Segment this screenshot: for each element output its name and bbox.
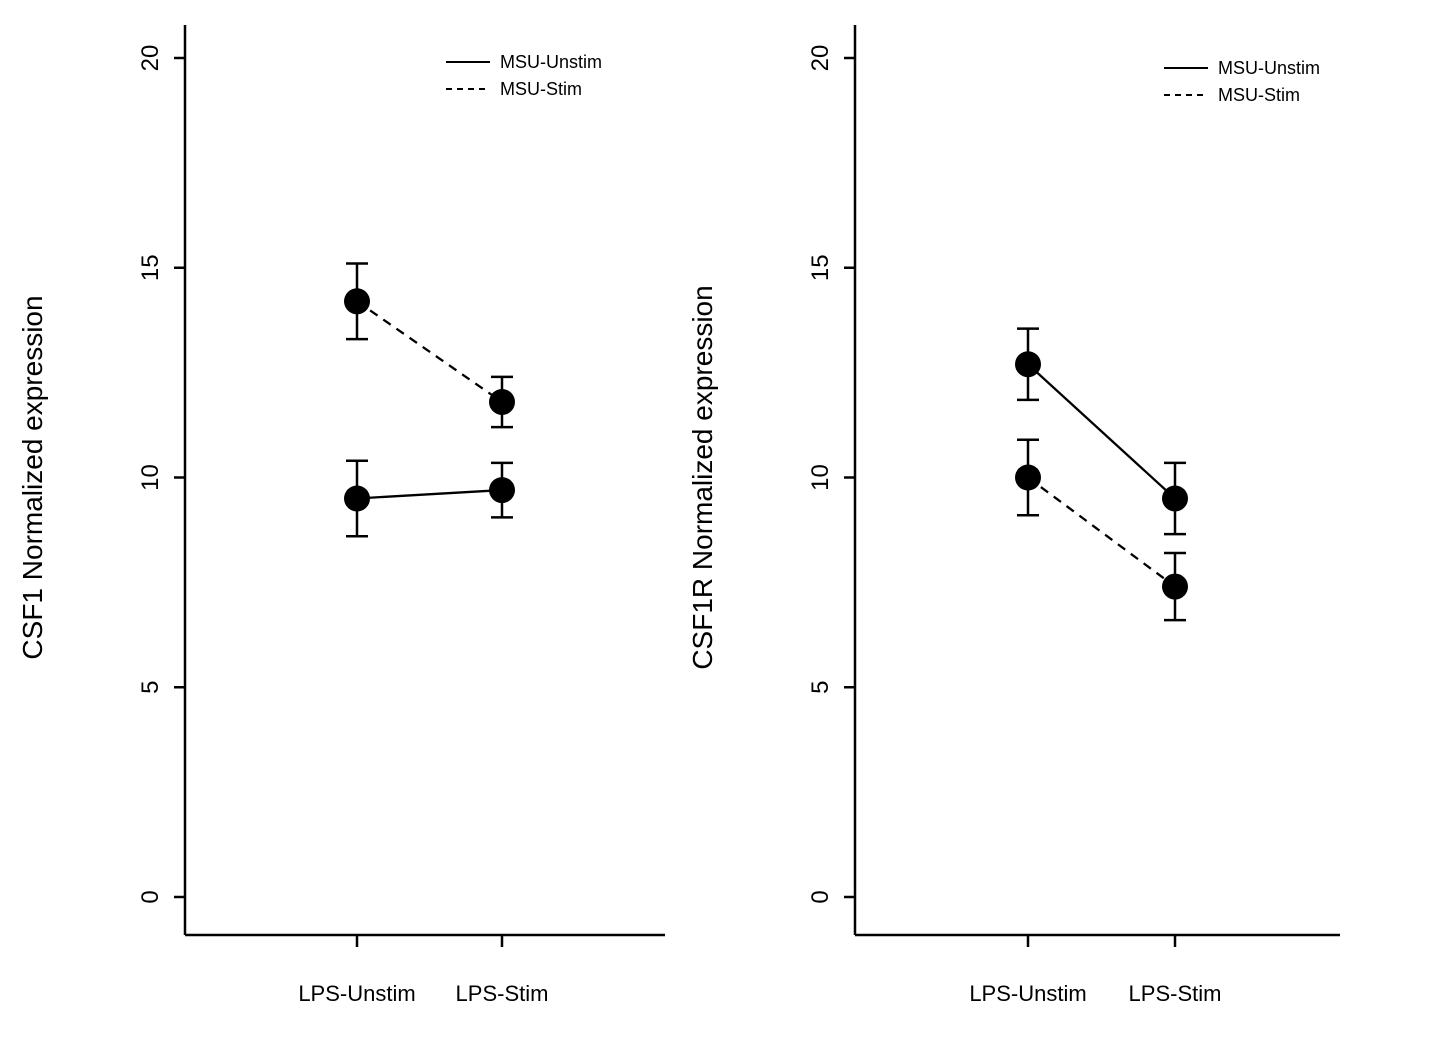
data-point-MSU-Stim-LPS-Stim [489, 388, 515, 415]
x-tick-label: LPS-Stim [456, 981, 549, 1006]
y-axis-title: CSF1 Normalized expression [17, 295, 48, 659]
y-axis-title: CSF1R Normalized expression [687, 285, 718, 669]
y-tick-label: 10 [807, 464, 834, 491]
x-tick-label: LPS-Stim [1129, 981, 1222, 1006]
legend-label: MSU-Stim [1218, 85, 1300, 105]
panel-left: 0 5 10 15 20 LPS-Unstim LPS-Stim CSF1 Normalize… [17, 25, 665, 1006]
y-tick-label: 20 [137, 45, 164, 72]
y-tick-label: 5 [807, 681, 834, 694]
series-line-MSU-Stim [356, 300, 503, 403]
y-tick-label: 0 [137, 890, 164, 903]
y-tick-label: 15 [137, 254, 164, 281]
series-line-MSU-Stim [1027, 476, 1176, 588]
legend-label: MSU-Unstim [500, 52, 602, 72]
series-line-MSU-Unstim [1027, 363, 1176, 500]
series-line-MSU-Unstim [356, 488, 503, 500]
x-tick-label: LPS-Unstim [969, 981, 1086, 1006]
data-point-MSU-Stim-LPS-Stim [1162, 573, 1188, 600]
data-point-MSU-Stim-LPS-Unstim [1015, 464, 1041, 491]
y-tick-label: 20 [807, 45, 834, 72]
data-point-MSU-Stim-LPS-Unstim [344, 288, 370, 315]
x-tick-label: LPS-Unstim [298, 981, 415, 1006]
data-point-MSU-Unstim-LPS-Unstim [1015, 351, 1041, 378]
y-tick-label: 5 [137, 681, 164, 694]
legend-label: MSU-Unstim [1218, 58, 1320, 78]
panel-right: 0 5 10 15 20 LPS-Unstim LPS-Stim CSF1R Normaliz… [687, 25, 1340, 1006]
legend-label: MSU-Stim [500, 79, 582, 99]
data-point-MSU-Unstim-LPS-Stim [489, 477, 515, 504]
data-point-MSU-Unstim-LPS-Stim [1162, 485, 1188, 512]
y-tick-label: 15 [807, 254, 834, 281]
data-point-MSU-Unstim-LPS-Unstim [344, 485, 370, 512]
y-tick-label: 10 [137, 464, 164, 491]
y-tick-label: 0 [807, 890, 834, 903]
